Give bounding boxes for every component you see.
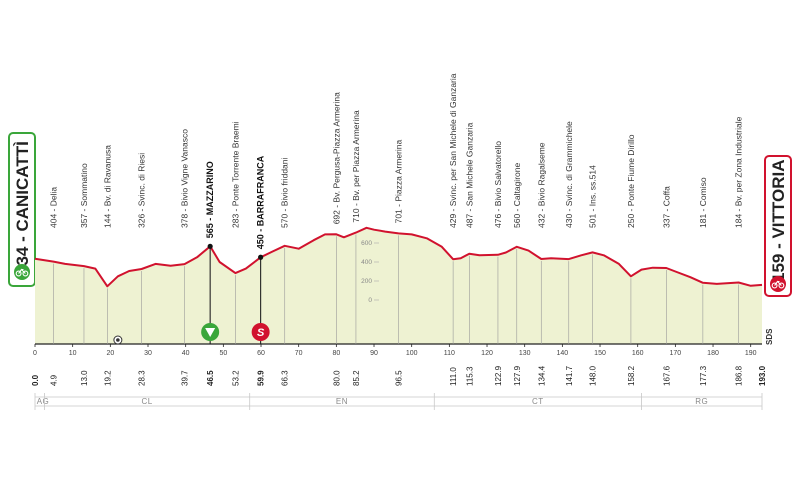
cumulative-km-label: 134.4 bbox=[537, 365, 546, 386]
waypoint-dot bbox=[207, 243, 213, 249]
waypoint-layer: 404 - Delia 357 - Sommatino 144 - Bv. di R… bbox=[49, 73, 744, 344]
waypoint-label: 184 - Bv. per Zona Industriale bbox=[734, 116, 744, 228]
bonus-sprint-icon bbox=[251, 323, 270, 341]
cumulative-km-label: 177.3 bbox=[699, 365, 708, 386]
cumulative-km-label: 53.2 bbox=[231, 370, 240, 386]
cumulative-km-label: 19.2 bbox=[103, 370, 112, 386]
km-tick-label: 80 bbox=[332, 350, 340, 357]
start-bike-glyph bbox=[15, 268, 29, 277]
waypoint-label: 429 - Svinc. per San Michele di Ganzaria bbox=[448, 73, 458, 228]
waypoint-label: 692 - Bv. Pergusa-Piazza Armerina bbox=[331, 92, 341, 224]
waypoint-label: 283 - Ponte Torrente Braemi bbox=[230, 121, 240, 228]
start-badge: 434 - CANICATTÌ bbox=[8, 132, 36, 287]
waypoint-label: 501 - Ins. ss.514 bbox=[588, 165, 598, 228]
waypoint-label: 565 - MAZZARINO bbox=[205, 161, 215, 238]
km-tick-label: 190 bbox=[745, 350, 757, 357]
cumulative-km-label: 148.0 bbox=[589, 365, 598, 386]
cumulative-km-label: 28.3 bbox=[138, 370, 147, 386]
waypoint-label: 144 - Bv. di Ravanusa bbox=[102, 145, 112, 228]
km-tick-label: 20 bbox=[106, 350, 114, 357]
sds-label: SDS bbox=[765, 328, 774, 345]
km-axis: 0 10 20 30 40 50 60 70 80 90 100 110 120 130 140 150 160… bbox=[33, 344, 757, 357]
waypoint-label: 710 - Bv. per Piazza Armerina bbox=[351, 110, 361, 223]
cumulative-km-label: 85.2 bbox=[352, 370, 361, 386]
finish-badge: 159 - VITTORIA bbox=[764, 155, 792, 297]
waypoint-label: 701 - Piazza Armerina bbox=[394, 140, 404, 224]
province-label: CT bbox=[532, 397, 544, 406]
elevation-tick-label: 400 bbox=[361, 259, 372, 266]
province-label: CL bbox=[141, 397, 152, 406]
cumulative-km-row: 0.0 4.9 13.0 19.2 28.3 39.7 46.5 53.2 59.9 66.3 80… bbox=[31, 365, 767, 386]
province-row: AG CL EN CT RG bbox=[34, 393, 763, 410]
waypoint-label: 357 - Sommatino bbox=[79, 163, 89, 228]
triangle-down-icon bbox=[205, 328, 216, 337]
cumulative-km-label: 111.0 bbox=[449, 367, 458, 386]
cumulative-km-label: 193.0 bbox=[758, 365, 767, 386]
waypoint-label: 250 - Ponte Fiume Dirillo bbox=[626, 134, 636, 228]
waypoint-label: 570 - Bivio friddani bbox=[280, 157, 290, 228]
km-tick-label: 170 bbox=[670, 350, 682, 357]
marker-layer: S bbox=[113, 323, 270, 345]
elevation-tick-label: 200 bbox=[361, 278, 372, 285]
cumulative-km-label: 39.7 bbox=[181, 370, 190, 386]
km-tick-label: 10 bbox=[69, 350, 77, 357]
cumulative-km-label: 167.6 bbox=[662, 365, 671, 386]
waypoint-label: 326 - Svinc. di Riesi bbox=[137, 153, 147, 228]
waypoint-label: 560 - Caltagirone bbox=[512, 163, 522, 228]
cumulative-km-label: 13.0 bbox=[80, 370, 89, 386]
cumulative-km-label: 96.5 bbox=[395, 370, 404, 386]
km-tick-label: 120 bbox=[481, 350, 493, 357]
cumulative-km-label: 80.0 bbox=[332, 370, 341, 386]
km-tick-label: 0 bbox=[33, 350, 37, 357]
waypoint-dot bbox=[258, 254, 264, 260]
cumulative-km-label: 66.3 bbox=[281, 370, 290, 386]
km-tick-label: 180 bbox=[707, 350, 719, 357]
cumulative-km-label: 4.9 bbox=[50, 374, 59, 386]
km-tick-label: 100 bbox=[406, 350, 418, 357]
profile-line bbox=[34, 226, 763, 288]
km-tick-label: 110 bbox=[444, 350, 455, 357]
elevation-tick-label: 0 bbox=[368, 297, 372, 304]
cumulative-km-label: 59.9 bbox=[257, 370, 266, 386]
finish-bike-glyph bbox=[771, 280, 785, 289]
cumulative-km-label: 0.0 bbox=[31, 374, 40, 386]
cumulative-km-label: 158.2 bbox=[627, 365, 636, 386]
start-label: 434 - CANICATTÌ bbox=[13, 141, 32, 275]
target-icon-dot bbox=[116, 338, 120, 342]
waypoint-label: 476 - Bivio Salvatorello bbox=[493, 141, 503, 228]
elevation-scale: 600 400 200 0 bbox=[361, 240, 379, 304]
waypoint-label: 404 - Delia bbox=[49, 187, 59, 228]
province-label: AG bbox=[37, 397, 50, 406]
km-tick-label: 140 bbox=[557, 350, 569, 357]
finish-label: 159 - VITTORIA bbox=[769, 160, 788, 283]
waypoint-label: 450 - BARRAFRANCA bbox=[256, 155, 266, 249]
waypoint-label: 378 - Bivio Vigne Vanasco bbox=[180, 129, 190, 228]
cumulative-km-label: 122.9 bbox=[494, 365, 503, 386]
km-tick-label: 50 bbox=[219, 350, 227, 357]
km-tick-label: 40 bbox=[182, 350, 190, 357]
waypoint-label: 337 - Coffa bbox=[661, 186, 671, 228]
waypoint-label: 181 - Comiso bbox=[698, 177, 708, 228]
km-tick-label: 90 bbox=[370, 350, 378, 357]
waypoint-label: 430 - Svinc. di Grammichele bbox=[564, 121, 574, 228]
waypoint-label: 432 - Bivio Ragalseme bbox=[536, 142, 546, 228]
waypoint-label: 487 - San Michele Ganzaria bbox=[464, 122, 474, 228]
km-tick-label: 30 bbox=[144, 350, 152, 357]
cumulative-km-label: 46.5 bbox=[206, 370, 215, 386]
province-label: EN bbox=[336, 397, 348, 406]
cumulative-km-label: 186.8 bbox=[735, 365, 744, 386]
cumulative-km-label: 115.3 bbox=[465, 366, 474, 386]
km-tick-label: 60 bbox=[257, 350, 265, 357]
sprint-s-glyph: S bbox=[257, 327, 265, 339]
km-tick-label: 70 bbox=[295, 350, 303, 357]
elevation-tick-label: 600 bbox=[361, 240, 372, 247]
cumulative-km-label: 127.9 bbox=[513, 365, 522, 386]
km-tick-label: 150 bbox=[594, 350, 606, 357]
cumulative-km-label: 141.7 bbox=[565, 365, 574, 386]
km-tick-label: 130 bbox=[519, 350, 531, 357]
province-label: RG bbox=[695, 397, 708, 406]
km-tick-label: 160 bbox=[632, 350, 644, 357]
